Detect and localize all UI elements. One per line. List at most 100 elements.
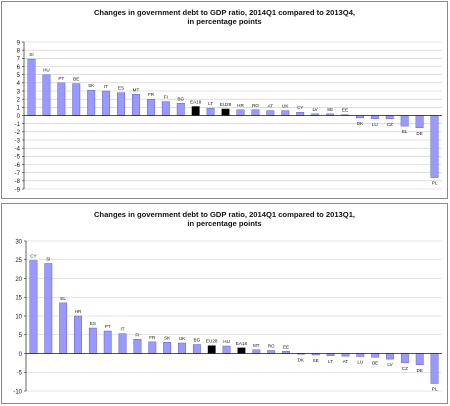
bar-fi — [133, 339, 142, 354]
bar-label-hu: HU — [223, 339, 230, 344]
bar-label-el: EL — [60, 296, 66, 301]
y-tick-label: 9 — [17, 40, 21, 46]
chart-panel-1: Changes in government debt to GDP ratio,… — [1, 1, 448, 199]
bar-label-lu: LU — [357, 360, 363, 365]
bar-it — [102, 90, 111, 116]
bar-label-ro: RO — [268, 344, 275, 349]
bar-label-cz: CZ — [402, 366, 408, 371]
y-tick-label: 2 — [17, 97, 21, 103]
bar-mt — [132, 94, 140, 116]
y-tick-label: 6 — [17, 65, 21, 71]
bar-label-lt: LT — [328, 359, 333, 364]
y-tick-label: 5 — [19, 333, 23, 339]
chart-1-title-line2: in percentage points — [187, 17, 262, 26]
y-tick-label: 1 — [17, 106, 21, 112]
y-tick-label: 30 — [15, 239, 22, 245]
bar-it — [118, 333, 127, 354]
bar-label-es: ES — [90, 321, 96, 326]
bar-label-cy: CY — [30, 254, 36, 259]
y-tick-label: -1 — [15, 122, 21, 128]
bar-label-bg: BG — [177, 96, 184, 101]
bar-uk — [281, 110, 290, 116]
bar-hr — [74, 315, 82, 354]
bar-si — [44, 263, 53, 354]
bar-pl — [430, 115, 439, 178]
bar-label-hr: HR — [237, 103, 244, 108]
chart-1-plot: 9 8 7 6 5 4 3 2 1 0 -1 -2 -3 -4 -5 -6 -7 -8 -9 SI HU PT BE SK IT… — [15, 40, 442, 193]
chart-1-title-line1: Changes in government debt to GDP ratio,… — [93, 8, 356, 17]
chart-1-title: Changes in government debt to GDP ratio,… — [2, 8, 447, 26]
bar-es — [88, 327, 97, 354]
bar-label-be: BE — [73, 77, 79, 82]
bar-label-si: SI — [46, 257, 50, 262]
bar-be — [72, 83, 81, 116]
bar-cz — [400, 353, 409, 364]
bar-label-be: BE — [372, 360, 378, 365]
bar-label-pt: PT — [105, 324, 111, 329]
bar-sk — [87, 89, 96, 116]
bar-label-sk: SK — [88, 83, 95, 88]
y-tick-label: 3 — [17, 89, 21, 95]
bar-ea18 — [191, 106, 200, 116]
bar-cy — [296, 112, 305, 116]
y-tick-label: 7 — [17, 57, 21, 63]
bar-label-eu28: EU28 — [206, 339, 218, 344]
bar-label-cy: CY — [297, 105, 303, 110]
bar-mt — [252, 349, 261, 354]
bar-label-hu: HU — [43, 68, 50, 73]
chart-2-plot: 30 25 20 15 10 5 0 -5 -10 CY SI EL HR ES PT IT FI FR SK UK B… — [13, 239, 442, 395]
bar-hr — [236, 109, 245, 116]
bar-ro — [267, 350, 276, 354]
bar-label-uk: UK — [179, 336, 186, 341]
bar-label-es: ES — [118, 86, 124, 91]
bar-label-se: SE — [313, 358, 319, 363]
y-tick-label: 8 — [17, 48, 21, 54]
bar-fi — [161, 101, 170, 116]
bar-label-bg: BG — [194, 338, 201, 343]
bar-label-sk: SK — [164, 335, 171, 340]
bar-de — [415, 353, 424, 365]
bar-label-hr: HR — [75, 309, 82, 314]
bar-label-fr: FR — [149, 335, 156, 340]
bar-pt — [57, 82, 66, 116]
y-tick-label: 20 — [15, 277, 22, 283]
bar-eu28 — [221, 108, 230, 116]
y-tick-label: -3 — [15, 138, 21, 144]
y-tick-label: 5 — [17, 73, 21, 79]
bar-label-pl: PL — [432, 181, 438, 186]
bar-label-de: DE — [416, 131, 422, 136]
bar-fr — [146, 98, 155, 116]
bar-si — [27, 58, 36, 116]
bar-el — [59, 302, 68, 354]
y-tick-label: -10 — [13, 389, 22, 395]
bar-label-el: EL — [402, 129, 408, 134]
bar-ea18 — [237, 347, 246, 354]
bar-label-dk: DK — [357, 121, 364, 126]
bar-label-uk: UK — [282, 104, 289, 109]
bar-hu — [42, 74, 51, 116]
bar-label-si: SI — [29, 52, 33, 57]
bar-hu — [222, 345, 231, 354]
bar-label-lt: LT — [208, 101, 213, 106]
bar-at — [266, 110, 275, 116]
bar-label-ee: EE — [283, 344, 289, 349]
bar-uk — [178, 342, 186, 354]
bar-label-de: DE — [417, 368, 423, 373]
y-tick-label: -5 — [15, 155, 21, 161]
bar-label-lu: LU — [372, 122, 378, 127]
bar-label-eu28: EU28 — [220, 102, 232, 107]
bar-fr — [148, 341, 157, 354]
bar-label-ea18: EA18 — [190, 100, 202, 105]
bar-cy — [29, 260, 38, 354]
y-tick-label: 15 — [15, 296, 22, 302]
bar-eu28 — [207, 345, 216, 354]
bar-label-cz: CZ — [387, 122, 393, 127]
y-tick-label: -9 — [15, 187, 21, 193]
bar-lu — [370, 115, 379, 119]
y-tick-label: -4 — [15, 146, 21, 152]
y-tick-label: -2 — [15, 130, 21, 136]
chart-2-title-line2: in percentage points — [187, 219, 262, 228]
bar-label-fr: FR — [148, 92, 155, 97]
bar-bg — [192, 344, 201, 354]
bar-label-ee: EE — [342, 108, 348, 113]
